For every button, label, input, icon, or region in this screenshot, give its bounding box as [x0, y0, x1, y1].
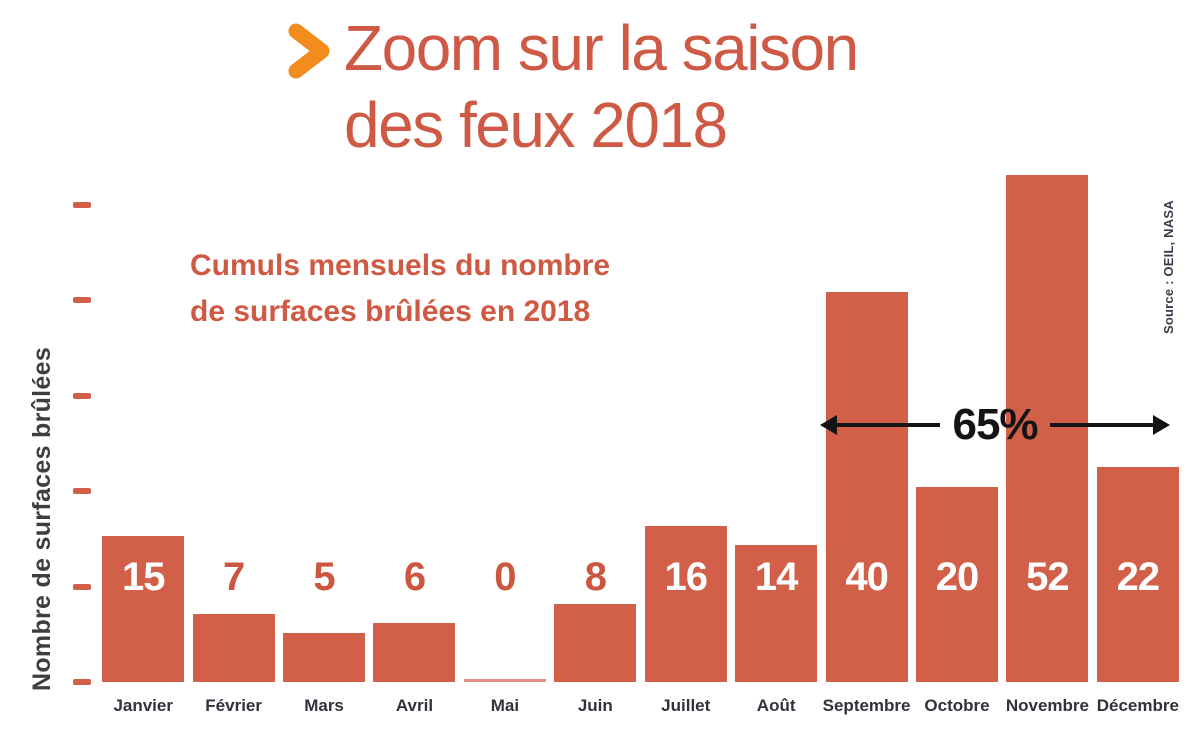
bar-mai: [463, 679, 546, 682]
x-axis-label-fevrier: Février: [205, 696, 262, 715]
x-axis-label-avril: Avril: [395, 696, 434, 715]
bar-octobre: [916, 487, 998, 682]
bar-novembre: [1006, 175, 1089, 682]
x-axis-label-decembre: Décembre: [1096, 696, 1179, 715]
bar-column-mai: 0 Mai: [460, 172, 550, 715]
bar-column-decembre: 22 Décembre: [1093, 172, 1183, 715]
value-label-fevrier: 7: [223, 555, 245, 599]
x-axis-label-septembre: Septembre: [822, 696, 911, 715]
title-line-1: Zoom sur la saison: [344, 12, 859, 84]
title-line-2: des feux 2018: [344, 89, 728, 161]
y-tick-50: [73, 201, 91, 208]
bar-janvier: [102, 536, 185, 682]
value-label-janvier: 15: [121, 555, 166, 599]
y-tick-0: [73, 679, 91, 685]
x-axis-label-mai: Mai: [490, 696, 520, 715]
value-label-octobre: 20: [935, 555, 980, 599]
bar-juillet: [644, 526, 727, 682]
bar-chart: 15 Janvier 7 Février 5 Mars 6 Avril 0 Mai 8 Juin 16 J…: [98, 172, 1183, 715]
value-label-avril: 6: [403, 555, 426, 599]
x-axis-label-juin: Juin: [577, 696, 613, 715]
bar-column-juillet: 16 Juillet: [641, 172, 731, 715]
bar-decembre: [1096, 467, 1179, 682]
x-axis-label-juillet: Juillet: [661, 696, 711, 715]
bar-column-mars: 5 Mars: [279, 172, 369, 715]
value-label-mai: 0: [494, 555, 516, 599]
value-label-mars: 5: [313, 555, 335, 599]
value-label-juin: 8: [584, 555, 607, 599]
chart-subtitle: Cumuls mensuels du nombre de surfaces br…: [190, 243, 610, 335]
value-label-decembre: 22: [1116, 555, 1161, 599]
annotation-line-left: [837, 423, 941, 427]
bar-column-avril: 6 Avril: [369, 172, 459, 715]
bar-juin: [554, 604, 637, 682]
y-tick-40: [73, 297, 91, 303]
x-axis-label-mars: Mars: [304, 696, 344, 715]
page-title: Zoom sur la saison des feux 2018: [344, 10, 859, 164]
bar-column-octobre: 20 Octobre: [912, 172, 1002, 715]
x-axis-label-aout: Août: [756, 696, 796, 715]
bar-column-aout: 14 Août: [731, 172, 821, 715]
annotation-label: 65%: [952, 400, 1038, 449]
y-axis-label: Nombre de surfaces brûlées: [28, 346, 56, 691]
bar-column-septembre: 40 Septembre: [821, 172, 911, 715]
x-axis-label-novembre: Novembre: [1005, 696, 1089, 715]
bar-fevrier: [192, 614, 275, 682]
value-label-juillet: 16: [664, 555, 708, 599]
bar-column-fevrier: 7 Février: [188, 172, 278, 715]
bar-septembre: [825, 292, 908, 682]
bar-aout: [735, 545, 818, 682]
chart-subtitle-line-2: de surfaces brûlées en 2018: [190, 295, 591, 328]
x-axis-label-octobre: Octobre: [924, 696, 990, 715]
arrowhead-right-icon: [1153, 415, 1171, 435]
chevron-right-icon: [286, 22, 334, 80]
value-label-septembre: 40: [845, 555, 889, 599]
chart-subtitle-line-1: Cumuls mensuels du nombre: [190, 249, 611, 282]
value-label-novembre: 52: [1026, 555, 1070, 599]
annotation-line-right: [1049, 423, 1154, 427]
bar-mars: [283, 633, 366, 682]
y-tick-20: [73, 488, 91, 494]
bar-column-novembre: 52 Novembre: [1002, 172, 1092, 715]
arrowhead-left-icon: [820, 415, 837, 435]
x-axis-label-janvier: Janvier: [113, 696, 173, 715]
y-axis-ticks: [73, 172, 91, 685]
y-tick-30: [73, 392, 91, 399]
bar-avril: [373, 623, 456, 682]
bar-column-janvier: 15 Janvier: [98, 172, 188, 715]
bar-column-juin: 8 Juin: [550, 172, 640, 715]
annotation-65-percent: 65%: [820, 400, 1171, 450]
y-tick-10: [73, 583, 91, 590]
value-label-aout: 14: [754, 555, 799, 599]
